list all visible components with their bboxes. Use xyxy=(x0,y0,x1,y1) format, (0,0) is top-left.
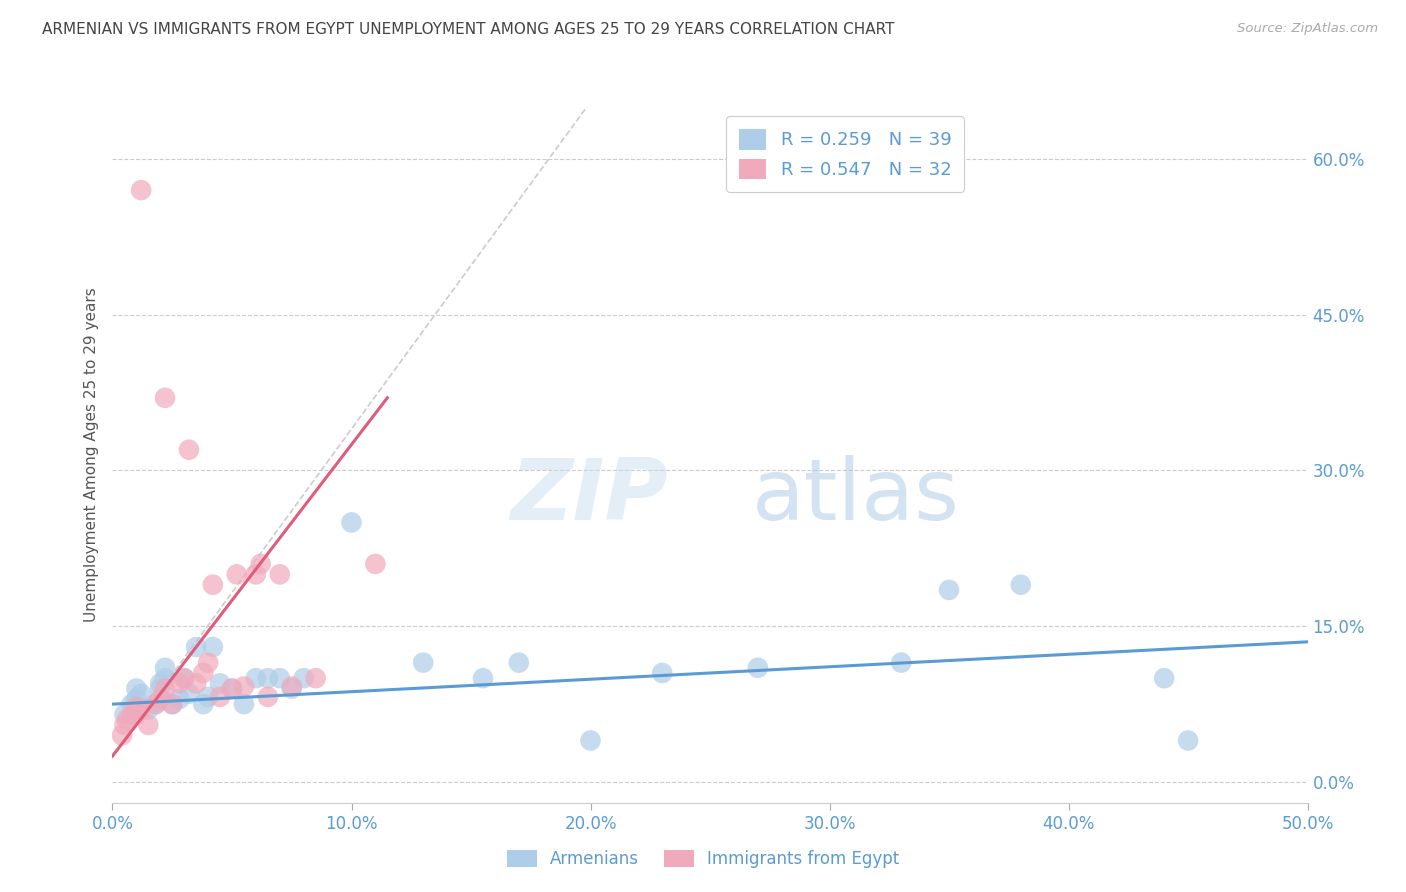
Text: atlas: atlas xyxy=(752,455,960,538)
Point xyxy=(747,661,769,675)
Point xyxy=(145,697,167,711)
Point xyxy=(149,681,172,696)
Point xyxy=(149,692,172,706)
Point xyxy=(197,690,219,704)
Y-axis label: Unemployment Among Ages 25 to 29 years: Unemployment Among Ages 25 to 29 years xyxy=(83,287,98,623)
Legend: Armenians, Immigrants from Egypt: Armenians, Immigrants from Egypt xyxy=(501,843,905,875)
Point xyxy=(121,707,143,722)
Point xyxy=(208,676,231,690)
Point xyxy=(114,707,135,722)
Point xyxy=(177,442,200,457)
Point xyxy=(138,718,160,732)
Point xyxy=(245,671,267,685)
Point xyxy=(149,676,172,690)
Point xyxy=(225,567,247,582)
Point xyxy=(221,681,243,696)
Point xyxy=(269,671,291,685)
Point xyxy=(153,391,176,405)
Point xyxy=(245,567,267,582)
Point xyxy=(153,681,176,696)
Point xyxy=(129,702,152,716)
Point xyxy=(125,700,148,714)
Text: ZIP: ZIP xyxy=(510,455,668,538)
Point xyxy=(121,697,143,711)
Point xyxy=(269,567,291,582)
Point xyxy=(364,557,387,571)
Text: Source: ZipAtlas.com: Source: ZipAtlas.com xyxy=(1237,22,1378,36)
Point xyxy=(304,671,326,685)
Point xyxy=(138,702,160,716)
Point xyxy=(115,713,138,727)
Point xyxy=(579,733,602,747)
Point xyxy=(173,671,195,685)
Legend: R = 0.259   N = 39, R = 0.547   N = 32: R = 0.259 N = 39, R = 0.547 N = 32 xyxy=(727,116,965,192)
Point xyxy=(292,671,315,685)
Point xyxy=(129,687,152,701)
Point xyxy=(221,681,243,696)
Point xyxy=(153,671,176,685)
Point xyxy=(125,707,148,722)
Point xyxy=(125,681,148,696)
Point xyxy=(1153,671,1175,685)
Point xyxy=(162,697,183,711)
Point xyxy=(1010,578,1032,592)
Point xyxy=(173,671,195,685)
Point xyxy=(145,697,167,711)
Point xyxy=(186,640,208,654)
Point xyxy=(111,728,134,742)
Point xyxy=(281,681,304,696)
Point xyxy=(938,582,960,597)
Point xyxy=(508,656,530,670)
Point xyxy=(412,656,434,670)
Point xyxy=(232,680,256,694)
Text: ARMENIAN VS IMMIGRANTS FROM EGYPT UNEMPLOYMENT AMONG AGES 25 TO 29 YEARS CORRELA: ARMENIAN VS IMMIGRANTS FROM EGYPT UNEMPL… xyxy=(42,22,894,37)
Point xyxy=(232,697,256,711)
Point xyxy=(1177,733,1199,747)
Point xyxy=(129,183,152,197)
Point xyxy=(193,665,215,680)
Point xyxy=(340,516,363,530)
Point xyxy=(177,687,200,701)
Point xyxy=(208,690,231,704)
Point xyxy=(114,718,135,732)
Point xyxy=(125,692,148,706)
Point xyxy=(201,640,224,654)
Point xyxy=(249,557,271,571)
Point xyxy=(186,676,208,690)
Point xyxy=(193,697,215,711)
Point xyxy=(472,671,495,685)
Point xyxy=(162,697,183,711)
Point xyxy=(281,680,304,694)
Point xyxy=(890,656,912,670)
Point xyxy=(257,671,280,685)
Point xyxy=(169,676,191,690)
Point xyxy=(197,656,219,670)
Point xyxy=(651,665,673,680)
Point xyxy=(201,578,224,592)
Point xyxy=(257,690,280,704)
Point xyxy=(169,692,191,706)
Point xyxy=(153,661,176,675)
